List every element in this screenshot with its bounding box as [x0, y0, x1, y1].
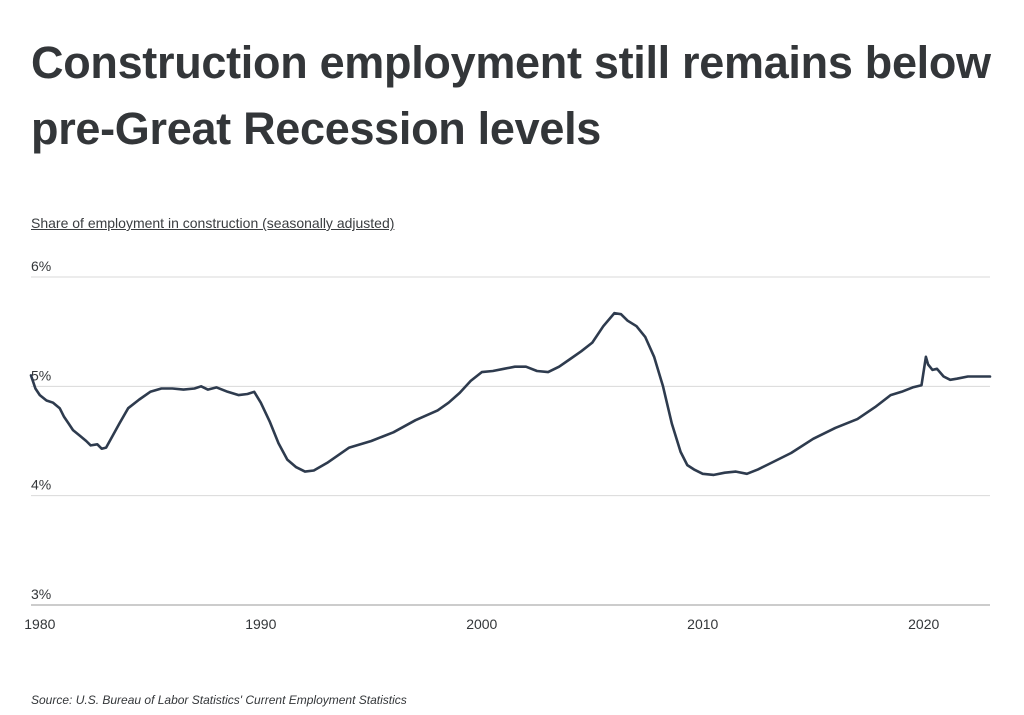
x-tick-label: 2000	[466, 616, 497, 632]
x-tick-label: 2020	[908, 616, 939, 632]
series-layer	[29, 311, 992, 477]
source-note: Source: U.S. Bureau of Labor Statistics'…	[31, 693, 407, 707]
x-tick-labels: 1980 1990 2000 2010 2020	[24, 616, 939, 632]
chart-subtitle[interactable]: Share of employment in construction (sea…	[31, 215, 395, 231]
y-tick-label: 3%	[31, 586, 51, 602]
x-tick-label: 2010	[687, 616, 718, 632]
series-line	[29, 311, 992, 477]
x-tick-label: 1980	[24, 616, 55, 632]
page-title: Construction employment still remains be…	[31, 37, 991, 154]
y-tick-label: 6%	[31, 258, 51, 274]
y-tick-label: 4%	[31, 477, 51, 493]
grid-lines	[31, 276, 990, 606]
y-tick-labels: 3% 4% 5% 6%	[31, 258, 51, 602]
y-tick-label: 5%	[31, 367, 51, 383]
x-tick-label: 1990	[245, 616, 276, 632]
